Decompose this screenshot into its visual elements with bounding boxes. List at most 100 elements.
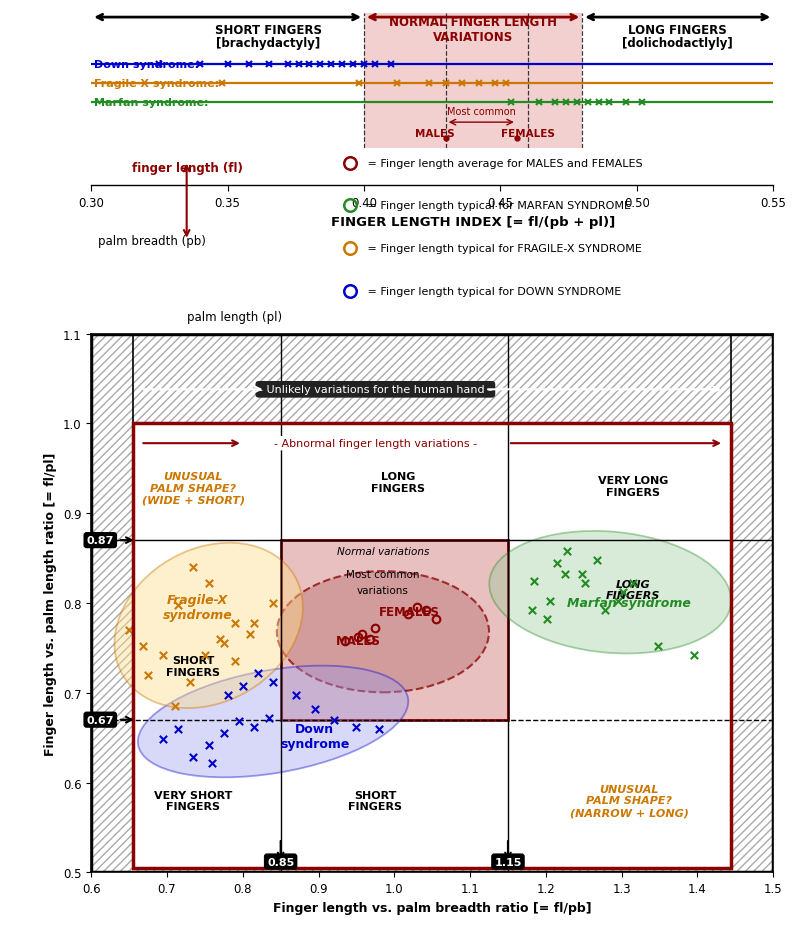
Point (652, 639, 665, 654)
Bar (133, 424, 731, 868)
Point (187, 750, 200, 765)
Text: UNUSUAL
PALM SHAPE?
(WIDE + SHORT): UNUSUAL PALM SHAPE? (WIDE + SHORT) (142, 472, 245, 505)
Bar (133, 868, 731, 872)
Y-axis label: Finger length vs. palm length ratio [= fl/pl]: Finger length vs. palm length ratio [= f… (44, 452, 57, 754)
Point (142, 667, 155, 682)
Text: Fragile-X syndrome:: Fragile-X syndrome: (94, 79, 219, 89)
Point (202, 738, 215, 753)
Text: [brachydactyly]: [brachydactyly] (216, 37, 320, 51)
Text: NORMAL FINGER LENGTH
VARIATIONS: NORMAL FINGER LENGTH VARIATIONS (389, 16, 557, 44)
Point (579, 577, 592, 592)
Ellipse shape (277, 572, 489, 693)
Text: UNUSUAL
PALM SHAPE?
(NARROW + LONG): UNUSUAL PALM SHAPE? (NARROW + LONG) (569, 784, 688, 817)
Point (591, 553, 603, 568)
Text: finger length (fl): finger length (fl) (132, 162, 243, 174)
Point (172, 722, 185, 737)
Bar (731, 334, 773, 872)
Point (576, 567, 588, 582)
Point (217, 726, 230, 741)
Text: 0.67: 0.67 (86, 715, 114, 724)
Point (561, 544, 573, 559)
Point (217, 636, 230, 651)
Point (688, 648, 700, 663)
Text: LONG
FINGERS: LONG FINGERS (371, 472, 425, 493)
Point (221, 687, 234, 702)
Bar (364, 14, 582, 149)
Point (213, 632, 226, 647)
Point (617, 585, 630, 600)
Bar (133, 868, 731, 872)
Point (183, 675, 196, 690)
Point (157, 732, 170, 747)
Text: Most common: Most common (347, 570, 419, 579)
Point (206, 755, 219, 770)
Point (350, 720, 362, 735)
Text: = Finger length average for MALES and FEMALES: = Finger length average for MALES and FE… (364, 158, 642, 168)
Text: 0.87: 0.87 (86, 535, 114, 546)
Text: = Finger length typical for DOWN SYNDROME: = Finger length typical for DOWN SYNDROM… (364, 286, 621, 297)
Bar (133, 334, 731, 424)
Text: = Finger length typical for FRAGILE-X SYNDROME: = Finger length typical for FRAGILE-X SY… (364, 244, 642, 254)
Bar (91, 334, 133, 872)
Point (172, 597, 185, 612)
Point (551, 555, 564, 570)
Point (328, 712, 340, 727)
Point (236, 679, 249, 694)
Text: - Unlikely variations for the human hand -: - Unlikely variations for the human hand… (259, 385, 492, 395)
Point (229, 654, 242, 669)
Point (266, 675, 279, 690)
Bar (133, 424, 731, 868)
Text: VERY SHORT
FINGERS: VERY SHORT FINGERS (155, 790, 232, 812)
Point (599, 603, 611, 618)
Ellipse shape (138, 665, 408, 778)
Text: Down
syndrome: Down syndrome (280, 722, 350, 750)
Point (187, 560, 200, 575)
Point (289, 687, 302, 702)
Text: Fragile-X
syndrome: Fragile-X syndrome (163, 593, 232, 622)
Text: - Abnormal finger length variations -: - Abnormal finger length variations - (274, 439, 477, 448)
Text: SHORT
FINGERS: SHORT FINGERS (348, 790, 402, 812)
Point (251, 665, 264, 680)
Text: VERY LONG
FINGERS: VERY LONG FINGERS (598, 476, 668, 498)
Text: SHORT
FINGERS: SHORT FINGERS (167, 655, 220, 677)
Text: palm length (pl): palm length (pl) (186, 310, 282, 323)
Point (626, 577, 639, 592)
Point (232, 714, 245, 729)
X-axis label: Finger length vs. palm breadth ratio [= fl/pb]: Finger length vs. palm breadth ratio [= … (273, 900, 592, 914)
Point (168, 699, 181, 714)
Point (229, 616, 242, 631)
Point (308, 702, 321, 717)
Text: SHORT FINGERS: SHORT FINGERS (215, 23, 322, 37)
Text: 1.15: 1.15 (494, 856, 522, 867)
Text: FINGER LENGTH INDEX [= fl/(pb + pl)]: FINGER LENGTH INDEX [= fl/(pb + pl)] (331, 216, 615, 228)
Point (558, 567, 571, 582)
Text: Marfan syndrome: Marfan syndrome (567, 597, 691, 610)
Point (373, 722, 385, 737)
Text: Down syndrome:: Down syndrome: (94, 60, 199, 70)
Text: Most common: Most common (446, 107, 515, 117)
Bar (133, 334, 731, 424)
Text: MALES: MALES (335, 635, 381, 648)
Text: Marfan syndrome:: Marfan syndrome: (94, 98, 209, 108)
Text: palm breadth (pb): palm breadth (pb) (98, 235, 206, 248)
Point (611, 594, 624, 609)
Point (244, 627, 257, 642)
Point (526, 603, 538, 618)
Text: [dolichodactlyly]: [dolichodactlyly] (623, 37, 733, 51)
Point (266, 596, 279, 611)
Point (136, 639, 149, 654)
Text: LONG FINGERS: LONG FINGERS (628, 23, 727, 37)
Point (247, 616, 260, 631)
Text: MALES: MALES (415, 128, 454, 139)
Point (157, 648, 170, 663)
Point (528, 574, 541, 589)
Text: LONG
FINGERS: LONG FINGERS (606, 579, 661, 601)
Point (543, 594, 556, 609)
Text: variations: variations (357, 586, 409, 596)
Text: = Finger length typical for MARFAN SYNDROME: = Finger length typical for MARFAN SYNDR… (364, 201, 631, 212)
Text: FEMALES: FEMALES (379, 606, 440, 619)
Point (123, 622, 136, 637)
Point (541, 612, 554, 627)
Text: 0.85: 0.85 (267, 856, 294, 867)
Ellipse shape (114, 543, 303, 709)
